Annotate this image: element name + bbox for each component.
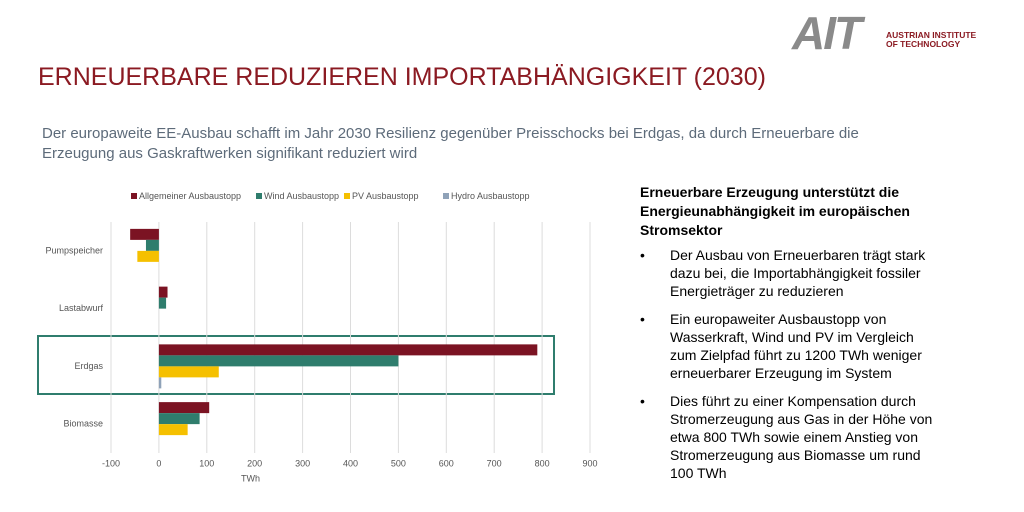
y-tick-label: Erdgas [74,361,103,371]
bullet: Ein europaweiter Ausbaustopp von Wasserk… [640,310,940,382]
x-tick-label: 900 [582,458,597,468]
bar [158,424,188,436]
y-tick-label: Biomasse [63,419,103,429]
y-tick-label: Lastabwurf [59,303,104,313]
bar [158,355,399,367]
bullet: Der Ausbau von Erneuerbaren trägt stark … [640,246,940,300]
legend-label: PV Ausbaustopp [352,191,419,201]
slide-title: ERNEUERBARE REDUZIEREN IMPORTABHÄNGIGKEI… [38,63,766,91]
legend-swatch [131,193,137,199]
subtitle: Der europaweite EE-Ausbau schafft im Jah… [42,125,859,162]
x-tick-label: 400 [343,458,358,468]
legend-label: Allgemeiner Ausbaustopp [139,191,241,201]
bar [158,297,167,309]
bar [158,366,219,378]
bar [158,344,538,356]
x-tick-label: 0 [156,458,161,468]
chart: -100 0 100 200 300 400 500 600 700 800 900 TWh Allge… [37,191,598,483]
x-axis-label: TWh [241,473,260,483]
legend-swatch [443,193,449,199]
bar [158,413,200,425]
bar [130,228,159,240]
legend-swatch [256,193,262,199]
legend-label: Hydro Ausbaustopp [451,191,530,201]
y-tick-label: Pumpspeicher [45,245,103,255]
x-tick-label: 100 [199,458,214,468]
bar [158,377,162,389]
panel-heading: Erneuerbare Erzeugung unterstützt die En… [640,184,910,238]
bar [145,239,159,251]
legend-label: Wind Ausbaustopp [264,191,339,201]
x-tick-label: -100 [102,458,120,468]
bullet-list: Der Ausbau von Erneuerbaren trägt stark … [640,246,940,492]
bullet: Dies führt zu einer Kompensation durch S… [640,392,940,482]
logo-line: OF TECHNOLOGY [886,39,961,49]
logo-mark: AIT [792,7,862,59]
x-tick-label: 500 [391,458,406,468]
x-tick-label: 800 [535,458,550,468]
bar [137,250,159,262]
bar [158,286,168,298]
logo-line: AUSTRIAN INSTITUTE [886,30,977,40]
x-tick-label: 200 [247,458,262,468]
legend-swatch [344,193,350,199]
bar [158,402,210,414]
x-tick-label: 300 [295,458,310,468]
x-tick-label: 700 [487,458,502,468]
logo-text: AUSTRIAN INSTITUTE OF TECHNOLOGY [886,31,976,49]
x-tick-label: 600 [439,458,454,468]
highlight-box [37,335,555,395]
